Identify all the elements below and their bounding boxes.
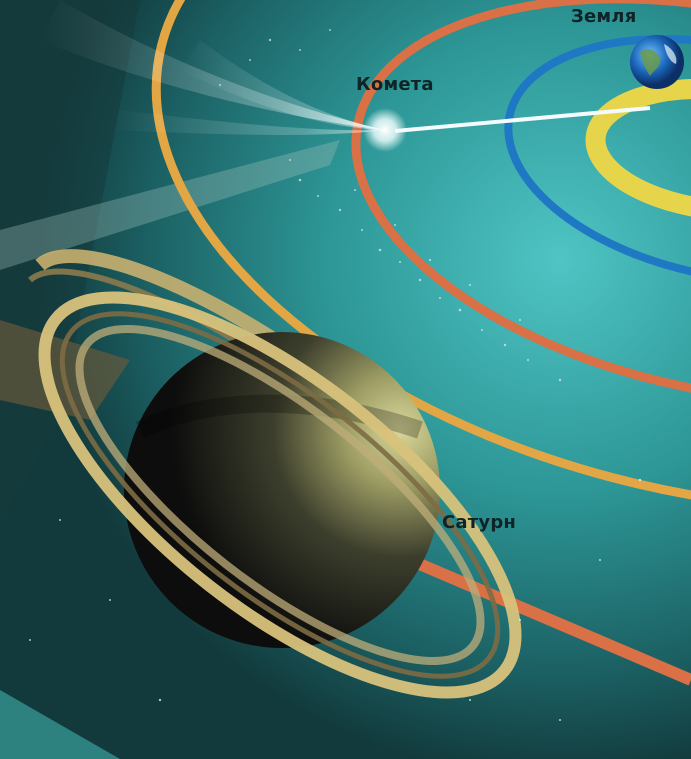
saturn-label: Сатурн — [442, 512, 517, 533]
dust-cloud — [219, 29, 562, 382]
earth-label: Земля — [571, 6, 637, 27]
orbit-sun — [585, 78, 691, 222]
light-beam — [0, 140, 340, 270]
orbit-middle — [351, 0, 691, 406]
orbit-inner — [504, 34, 691, 286]
orbit-outer — [151, 0, 691, 514]
orbit-middle-foreground — [407, 554, 691, 686]
saturn-planet-icon — [28, 249, 522, 699]
comet-icon — [40, 0, 651, 152]
star-field — [29, 478, 642, 721]
earth-globe-icon — [630, 35, 684, 89]
corner-band — [0, 690, 120, 759]
comet-label: Комета — [356, 74, 434, 95]
